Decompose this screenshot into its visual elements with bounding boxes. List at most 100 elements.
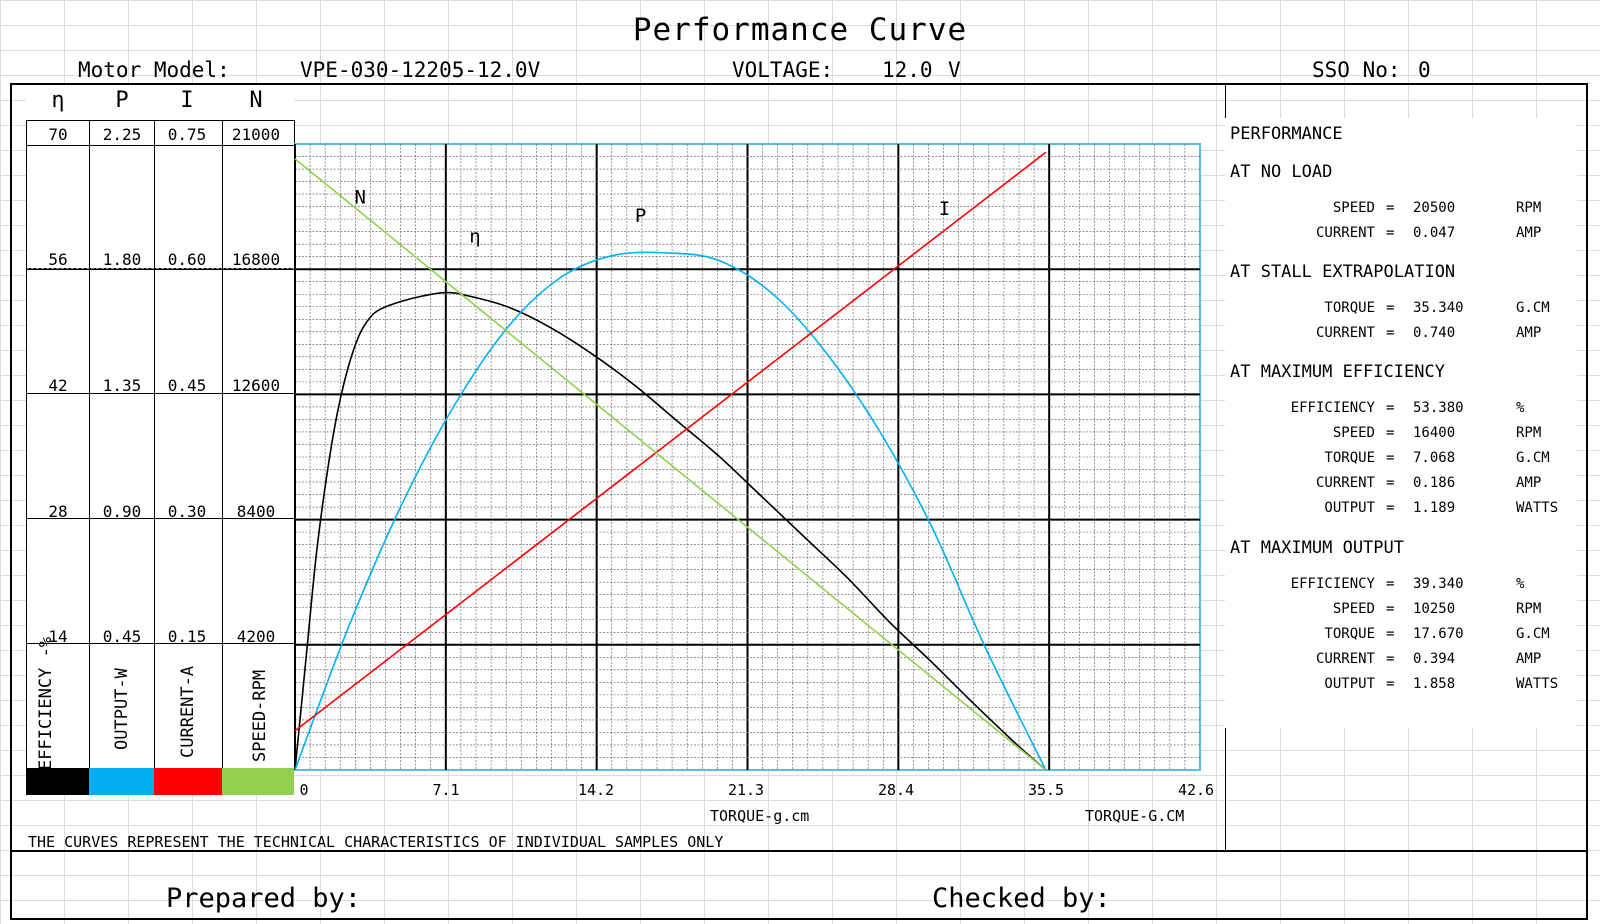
curve-label-speed-curve: N: [354, 187, 365, 209]
eta-symbol: η: [51, 88, 65, 113]
stall-current-label: CURRENT: [1315, 325, 1375, 341]
max-eff-torque-eq: =: [1386, 450, 1395, 466]
x-tick-0: 0: [299, 781, 309, 799]
x-tick-14-2: 14.2: [577, 781, 615, 799]
tick-n-16800: 16800: [231, 250, 281, 269]
voltage-unit: V: [948, 58, 961, 82]
max-eff-torque-value: 7.068: [1413, 450, 1456, 466]
motor-model-value: VPE-030-12205-12.0V: [300, 58, 541, 82]
tick-eta-56: 56: [48, 250, 68, 269]
max-eff-efficiency-unit: %: [1516, 400, 1525, 416]
motor-model-label: Motor Model:: [78, 58, 230, 82]
main-frame: [10, 83, 1588, 852]
max-eff-output-unit: WATTS: [1516, 500, 1559, 516]
x-tick-28-4: 28.4: [877, 781, 915, 799]
performance-heading: PERFORMANCE: [1230, 124, 1343, 144]
tick-i-060: 0.60: [167, 250, 207, 269]
max-eff-speed-value: 16400: [1413, 425, 1456, 441]
tick-p-045: 0.45: [102, 627, 142, 646]
stall-current-unit: AMP: [1516, 325, 1542, 341]
max-out-output-label: OUTPUT: [1324, 676, 1375, 692]
tick-p-225: 2.25: [102, 125, 142, 144]
tick-p-135: 1.35: [102, 376, 142, 395]
x-axis-label: TORQUE-g.cm: [710, 807, 810, 825]
speed-swatch: [222, 768, 294, 795]
tick-eta-28: 28: [48, 502, 68, 521]
stall-torque-unit: G.CM: [1516, 300, 1550, 316]
x-tick-42-6: 42.6: [1177, 781, 1215, 799]
efficiency-curve: [294, 291, 1047, 771]
max-out-current-eq: =: [1386, 651, 1395, 667]
max-eff-output-value: 1.189: [1413, 500, 1456, 516]
max-eff-current-value: 0.186: [1413, 475, 1456, 491]
tick-i-075: 0.75: [167, 125, 207, 144]
max-eff-speed-unit: RPM: [1516, 425, 1542, 441]
max-out-speed-label: SPEED: [1332, 601, 1375, 617]
current-swatch: [154, 768, 222, 795]
max-out-efficiency-label: EFFICIENCY: [1290, 576, 1375, 592]
tick-eta-70: 70: [48, 125, 68, 144]
no-load-speed-eq: =: [1386, 200, 1395, 216]
no-load-title: AT NO LOAD: [1230, 162, 1333, 182]
max-out-speed-value: 10250: [1413, 601, 1456, 617]
voltage-value: 12.0: [882, 58, 933, 82]
axis-column: [26, 86, 294, 768]
efficiency-swatch: [26, 768, 89, 795]
performance-panel: [1225, 118, 1577, 728]
tick-i-045: 0.45: [167, 376, 207, 395]
max-out-output-value: 1.858: [1413, 676, 1456, 692]
x-tick-21-3: 21.3: [727, 781, 765, 799]
max-out-torque-label: TORQUE: [1324, 626, 1375, 642]
sso-label: SSO No:: [1312, 58, 1401, 82]
stall-torque-label: TORQUE: [1324, 300, 1375, 316]
tick-p-090: 0.90: [102, 502, 142, 521]
max-eff-efficiency-label: EFFICIENCY: [1290, 400, 1375, 416]
x-tick-7-1: 7.1: [432, 781, 460, 799]
tick-n-8400: 8400: [236, 502, 276, 521]
max-eff-output-eq: =: [1386, 500, 1395, 516]
no-load-speed-label: SPEED: [1332, 200, 1375, 216]
stall-current-eq: =: [1386, 325, 1395, 341]
no-load-speed-value: 20500: [1413, 200, 1456, 216]
max-out-torque-value: 17.670: [1413, 626, 1464, 642]
tick-p-180: 1.80: [102, 250, 142, 269]
max-out-title: AT MAXIMUM OUTPUT: [1230, 538, 1404, 558]
tick-eta-14: 14: [48, 627, 68, 646]
i-symbol: I: [180, 88, 194, 113]
tick-n-21000: 21000: [231, 125, 281, 144]
tick-i-030: 0.30: [167, 502, 207, 521]
max-out-torque-eq: =: [1386, 626, 1395, 642]
signature-frame: [10, 850, 1588, 920]
max-eff-title: AT MAXIMUM EFFICIENCY: [1230, 362, 1445, 382]
max-eff-efficiency-value: 53.380: [1413, 400, 1464, 416]
max-out-current-unit: AMP: [1516, 651, 1542, 667]
stall-torque-value: 35.340: [1413, 300, 1464, 316]
max-eff-current-eq: =: [1386, 475, 1395, 491]
sso-value: 0: [1418, 58, 1431, 82]
max-out-current-label: CURRENT: [1315, 651, 1375, 667]
stall-current-value: 0.740: [1413, 325, 1456, 341]
x-axis-label-right: TORQUE-G.CM: [1085, 807, 1185, 825]
checked-by-label: Checked by:: [932, 883, 1111, 914]
curve-label-efficiency-curve: η: [469, 225, 480, 247]
curve-label-output-curve: P: [635, 205, 646, 227]
max-eff-torque-unit: G.CM: [1516, 450, 1550, 466]
max-eff-output-label: OUTPUT: [1324, 500, 1375, 516]
no-load-current-unit: AMP: [1516, 225, 1542, 241]
no-load-current-eq: =: [1386, 225, 1395, 241]
prepared-by-label: Prepared by:: [166, 883, 362, 914]
max-eff-current-unit: AMP: [1516, 475, 1542, 491]
tick-n-4200: 4200: [236, 627, 276, 646]
no-load-speed-unit: RPM: [1516, 200, 1542, 216]
stall-torque-eq: =: [1386, 300, 1395, 316]
max-out-speed-eq: =: [1386, 601, 1395, 617]
output-swatch: [89, 768, 154, 795]
current-curve: [294, 151, 1047, 732]
max-eff-efficiency-eq: =: [1386, 400, 1395, 416]
max-out-current-value: 0.394: [1413, 651, 1456, 667]
max-out-efficiency-unit: %: [1516, 576, 1525, 592]
max-eff-torque-label: TORQUE: [1324, 450, 1375, 466]
max-out-efficiency-eq: =: [1386, 576, 1395, 592]
max-out-output-unit: WATTS: [1516, 676, 1559, 692]
